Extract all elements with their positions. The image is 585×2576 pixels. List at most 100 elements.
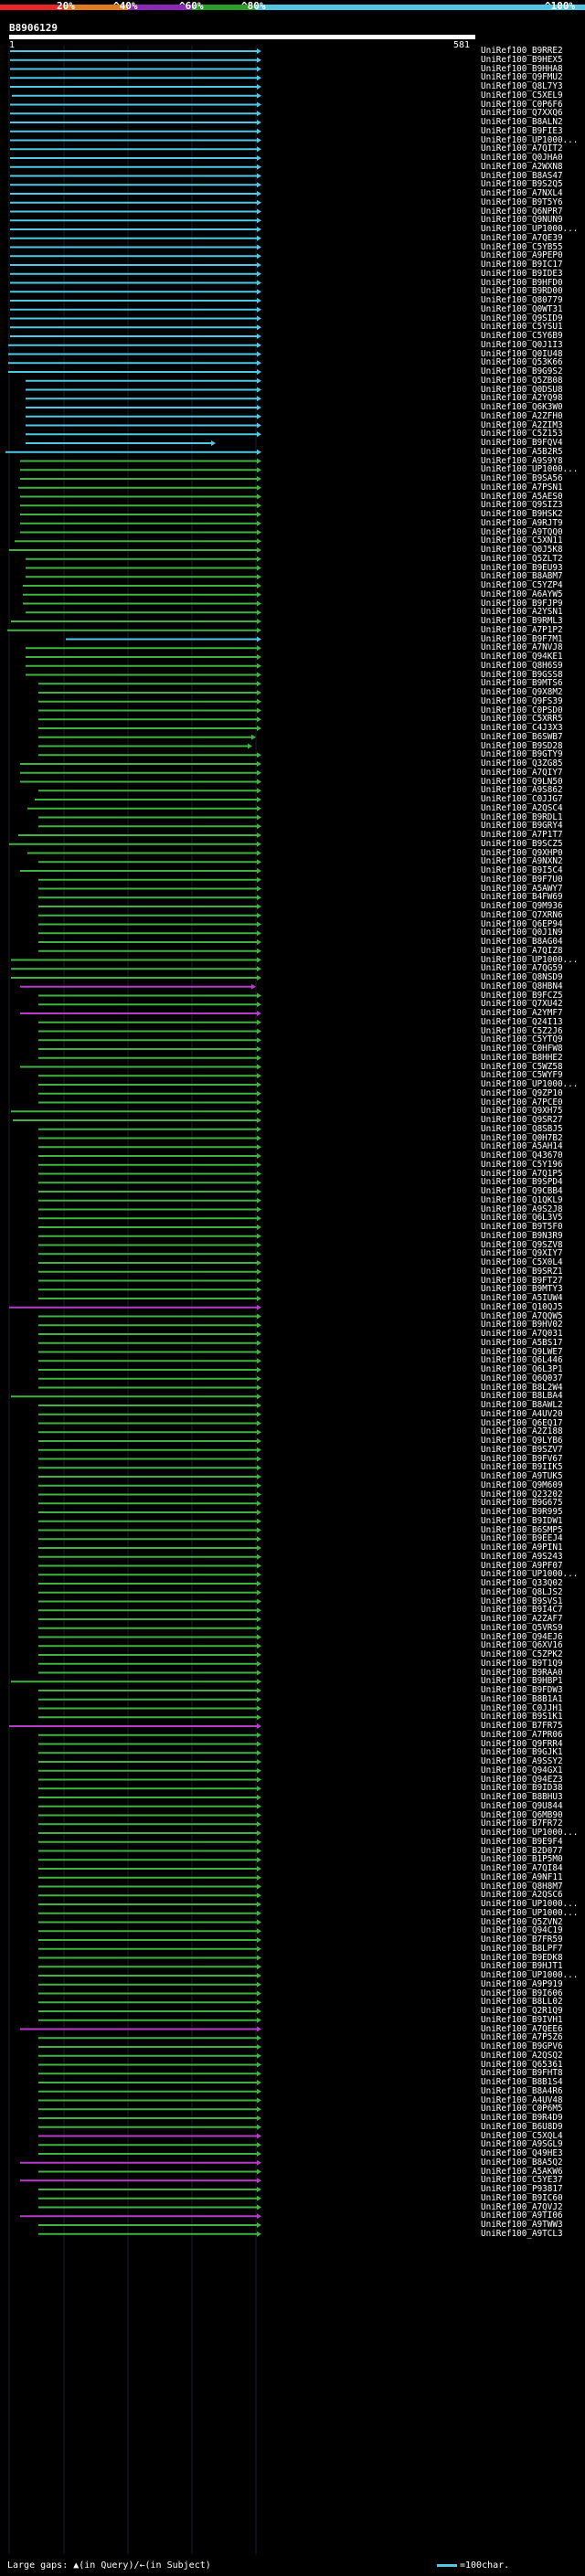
hit-label[interactable]: UniRef100_A7NXL4 (481, 188, 563, 198)
hit-label[interactable]: UniRef100_C5XRR5 (481, 714, 563, 725)
hit-label[interactable]: UniRef100_Q6EP94 (481, 918, 563, 929)
hit-label[interactable]: UniRef100_A9TWW3 (481, 2220, 563, 2230)
hit-label[interactable]: UniRef100_A5AWY7 (481, 883, 563, 894)
hit-label[interactable]: UniRef100_Q6L446 (481, 1355, 563, 1366)
hit-label[interactable]: UniRef100_C5YB55 (481, 241, 563, 252)
hit-label[interactable]: UniRef100_A9PEP0 (481, 250, 563, 261)
hit-label[interactable]: UniRef100_A2QSC6 (481, 1890, 563, 1901)
hit-label[interactable]: UniRef100_B8L2W4 (481, 1382, 563, 1393)
hit-label[interactable]: UniRef100_C5Z2J6 (481, 1025, 563, 1036)
hit-label[interactable]: UniRef100_B8B1A1 (481, 1693, 563, 1704)
hit-label[interactable]: UniRef100_B9EU93 (481, 562, 563, 573)
hit-label[interactable]: UniRef100_UP1000... (481, 134, 579, 145)
hit-label[interactable]: UniRef100_Q94EZ3 (481, 1774, 563, 1785)
hit-label[interactable]: UniRef100_A7PR06 (481, 1729, 563, 1740)
hit-label[interactable]: UniRef100_UP1000... (481, 224, 579, 234)
hit-label[interactable]: UniRef100_Q9ZP10 (481, 1087, 563, 1098)
hit-label[interactable]: UniRef100_B9I5C4 (481, 865, 563, 875)
hit-label[interactable]: UniRef100_A7P1T7 (481, 830, 563, 840)
hit-label[interactable]: UniRef100_A2ZIM3 (481, 419, 563, 430)
hit-label[interactable]: UniRef100_Q23202 (481, 1489, 563, 1500)
hit-label[interactable]: UniRef100_B9T5F0 (481, 1222, 563, 1232)
hit-label[interactable]: UniRef100_B9FHT8 (481, 2068, 563, 2079)
hit-label[interactable]: UniRef100_B9T1Q9 (481, 1658, 563, 1669)
hit-label[interactable]: UniRef100_C5X0L4 (481, 1257, 563, 1267)
hit-label[interactable]: UniRef100_Q6Q037 (481, 1373, 563, 1383)
hit-label[interactable]: UniRef100_A7PCE0 (481, 1097, 563, 1108)
hit-label[interactable]: UniRef100_UP1000... (481, 1569, 579, 1580)
hit-label[interactable]: UniRef100_B9GTY9 (481, 749, 563, 760)
hit-label[interactable]: UniRef100_B8B1S4 (481, 2077, 563, 2087)
hit-label[interactable]: UniRef100_A2QSC4 (481, 802, 563, 813)
hit-label[interactable]: UniRef100_Q33Q02 (481, 1578, 563, 1588)
hit-label[interactable]: UniRef100_B8A4R6 (481, 2085, 563, 2096)
hit-label[interactable]: UniRef100_B7FR72 (481, 1818, 563, 1829)
hit-label[interactable]: UniRef100_B7FR59 (481, 1935, 563, 1945)
hit-label[interactable]: UniRef100_Q3ZG85 (481, 758, 563, 769)
hit-label[interactable]: UniRef100_Q8NSD9 (481, 972, 563, 982)
hit-label[interactable]: UniRef100_A9TQQ0 (481, 526, 563, 537)
hit-label[interactable]: UniRef100_B9IDE3 (481, 268, 563, 279)
hit-label[interactable]: UniRef100_B9IC17 (481, 260, 563, 270)
hit-label[interactable]: UniRef100_UP1000... (481, 954, 579, 965)
hit-label[interactable]: UniRef100_Q7XU42 (481, 999, 563, 1010)
hit-label[interactable]: UniRef100_B9MTY3 (481, 1284, 563, 1295)
hit-label[interactable]: UniRef100_UP1000... (481, 1828, 579, 1838)
hit-label[interactable]: UniRef100_B9GJK1 (481, 1747, 563, 1758)
hit-label[interactable]: UniRef100_B9FCZ5 (481, 990, 563, 1001)
hit-label[interactable]: UniRef100_B9HBP1 (481, 1676, 563, 1687)
hit-label[interactable]: UniRef100_B9SZV7 (481, 1444, 563, 1455)
hit-label[interactable]: UniRef100_B7FR75 (481, 1721, 563, 1731)
hit-label[interactable]: UniRef100_Q80779 (481, 295, 563, 305)
hit-label[interactable]: UniRef100_A2ZFH0 (481, 410, 563, 421)
hit-label[interactable]: UniRef100_UP1000... (481, 1079, 579, 1089)
hit-label[interactable]: UniRef100_A2YQ98 (481, 393, 563, 404)
hit-label[interactable]: UniRef100_B9R4D9 (481, 2113, 563, 2123)
hit-label[interactable]: UniRef100_Q9FRR4 (481, 1738, 563, 1749)
hit-label[interactable]: UniRef100_B9IVH1 (481, 2014, 563, 2025)
hit-label[interactable]: UniRef100_Q2R1Q9 (481, 2006, 563, 2016)
hit-label[interactable]: UniRef100_Q8L7Y3 (481, 81, 563, 91)
hit-label[interactable]: UniRef100_B9T5Y6 (481, 196, 563, 207)
hit-label[interactable]: UniRef100_B9HFD0 (481, 277, 563, 288)
hit-label[interactable]: UniRef100_Q8H6S9 (481, 660, 563, 671)
hit-label[interactable]: UniRef100_C0JJG7 (481, 794, 563, 804)
hit-label[interactable]: UniRef100_A7Q031 (481, 1329, 563, 1339)
hit-label[interactable]: UniRef100_B9HJT1 (481, 1961, 563, 1972)
hit-label[interactable]: UniRef100_Q10QJ5 (481, 1301, 563, 1312)
hit-label[interactable]: UniRef100_B9SVS1 (481, 1595, 563, 1606)
hit-label[interactable]: UniRef100_A5AH14 (481, 1141, 563, 1152)
hit-label[interactable]: UniRef100_A9NXN2 (481, 856, 563, 867)
hit-label[interactable]: UniRef100_A2ZAF7 (481, 1614, 563, 1624)
hit-label[interactable]: UniRef100_B8LPF7 (481, 1943, 563, 1954)
hit-label[interactable]: UniRef100_B9FIE3 (481, 125, 563, 136)
hit-label[interactable]: UniRef100_Q94KE1 (481, 652, 563, 662)
hit-label[interactable]: UniRef100_A7QG59 (481, 963, 563, 974)
hit-label[interactable]: UniRef100_P93817 (481, 2184, 563, 2194)
hit-label[interactable]: UniRef100_B2D077 (481, 1845, 563, 1856)
hit-label[interactable]: UniRef100_B8BHU3 (481, 1792, 563, 1802)
hit-label[interactable]: UniRef100_B9MTS6 (481, 678, 563, 689)
hit-label[interactable]: UniRef100_B9SD28 (481, 740, 563, 751)
hit-label[interactable]: UniRef100_C5XEL9 (481, 90, 563, 101)
hit-label[interactable]: UniRef100_Q9LWE7 (481, 1346, 563, 1357)
hit-label[interactable]: UniRef100_B9HEX5 (481, 54, 563, 65)
hit-label[interactable]: UniRef100_B9SRZ1 (481, 1266, 563, 1277)
hit-label[interactable]: UniRef100_B9HV02 (481, 1320, 563, 1330)
hit-label[interactable]: UniRef100_B8AS47 (481, 170, 563, 181)
hit-label[interactable]: UniRef100_Q9XIY7 (481, 1248, 563, 1259)
hit-label[interactable]: UniRef100_A2QSQ2 (481, 2050, 563, 2061)
hit-label[interactable]: UniRef100_C5Z153 (481, 429, 563, 440)
hit-label[interactable]: UniRef100_B9F7M1 (481, 633, 563, 644)
hit-label[interactable]: UniRef100_B9RRE2 (481, 46, 563, 56)
hit-label[interactable]: UniRef100_A6AYW5 (481, 588, 563, 599)
hit-label[interactable]: UniRef100_Q9U844 (481, 1800, 563, 1811)
hit-label[interactable]: UniRef100_C0P6M5 (481, 2104, 563, 2115)
hit-label[interactable]: UniRef100_B8HHE2 (481, 1052, 563, 1063)
hit-label[interactable]: UniRef100_A9TI06 (481, 2210, 563, 2221)
hit-label[interactable]: UniRef100_C0PSD0 (481, 705, 563, 716)
hit-label[interactable]: UniRef100_Q9M936 (481, 901, 563, 911)
hit-label[interactable]: UniRef100_B9FQV4 (481, 438, 563, 448)
hit-label[interactable]: UniRef100_A9SGL9 (481, 2139, 563, 2150)
hit-label[interactable]: UniRef100_A9S2J8 (481, 1203, 563, 1214)
